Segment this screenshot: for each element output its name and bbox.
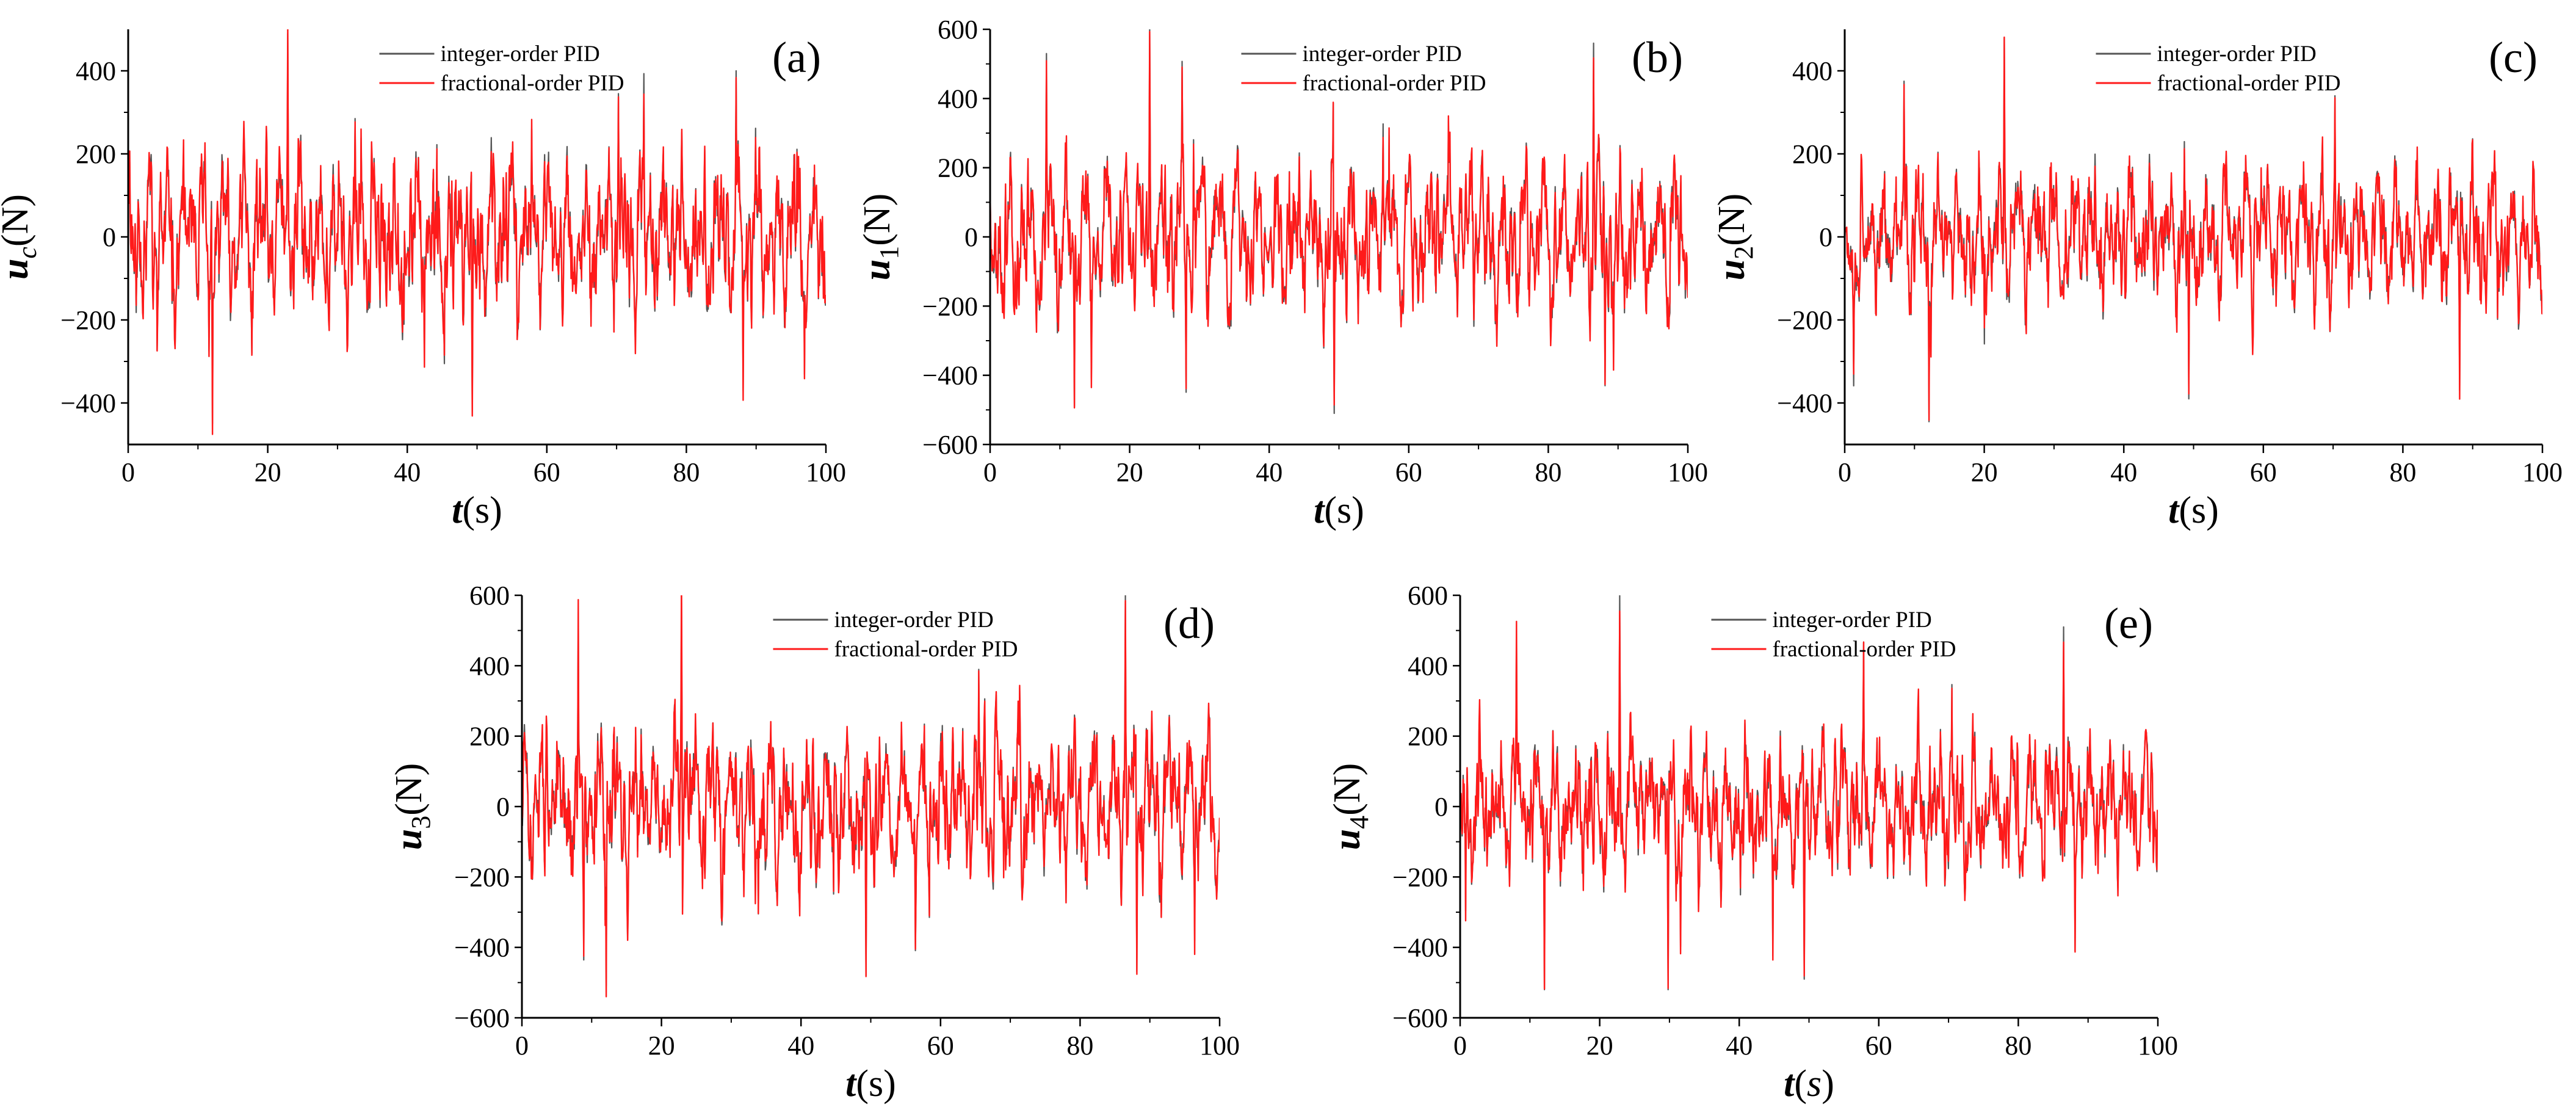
y-axis-label: u4(N) (1326, 763, 1374, 851)
series-line-fractional-order (522, 595, 1220, 998)
y-tick-label: 400 (76, 56, 116, 86)
panel-label: (d) (1163, 599, 1215, 648)
y-tick-label: 200 (469, 722, 510, 752)
chart-panel-4: −600 −400 −200 0 200 400 600 0 20 40 60 80 100 t(s) u3… (388, 581, 1240, 1105)
x-tick-label: 40 (394, 457, 421, 487)
x-tick-label: 100 (1199, 1031, 1240, 1061)
chart-panel-3: −400 −200 0 200 400 0 20 40 60 80 100 t(s) u2(N) (c) i… (1711, 29, 2563, 531)
x-tick-label: 20 (1971, 457, 1998, 487)
panel-label: (a) (772, 33, 821, 82)
series-line-fractional-order (1460, 610, 2158, 990)
y-axis-label: uc(N) (0, 194, 42, 280)
y-tick-label: 400 (1792, 56, 1833, 86)
x-tick-label: 20 (255, 457, 281, 487)
x-tick-label: 0 (1453, 1031, 1467, 1061)
legend-label-integer-order: integer-order PID (1772, 608, 1931, 633)
y-tick-label: −200 (454, 862, 510, 892)
x-tick-label: 80 (2389, 457, 2416, 487)
x-tick-label: 100 (2138, 1031, 2178, 1061)
x-tick-label: 40 (1256, 457, 1283, 487)
x-tick-label: 40 (787, 1031, 814, 1061)
y-tick-label: −200 (1392, 862, 1448, 892)
y-axis-label: u3(N) (388, 763, 436, 851)
x-tick-label: 60 (534, 457, 560, 487)
legend-label-integer-order: integer-order PID (2157, 42, 2316, 67)
x-axis-label: t(s) (845, 1063, 896, 1105)
x-tick-label: 100 (2522, 457, 2563, 487)
y-axis-label: u1(N) (856, 194, 904, 281)
y-tick-label: −600 (922, 430, 978, 460)
x-tick-label: 60 (1395, 457, 1422, 487)
y-tick-label: 400 (469, 651, 510, 681)
x-axis-label: t(s) (1784, 1063, 1834, 1105)
x-tick-label: 60 (927, 1031, 954, 1061)
y-tick-label: 200 (1408, 722, 1448, 752)
legend-label-integer-order: integer-order PID (1302, 42, 1461, 67)
y-tick-label: −400 (1777, 388, 1833, 418)
panel-label: (b) (1632, 33, 1683, 82)
x-tick-label: 0 (983, 457, 997, 487)
x-tick-label: 40 (1726, 1031, 1753, 1061)
y-tick-label: −600 (454, 1003, 510, 1033)
x-tick-label: 60 (1865, 1031, 1892, 1061)
y-tick-label: −400 (454, 933, 510, 963)
y-tick-label: 200 (1792, 139, 1833, 169)
legend-label-fractional-order: fractional-order PID (1302, 71, 1486, 96)
legend-label-integer-order: integer-order PID (440, 42, 599, 67)
x-tick-label: 100 (806, 457, 846, 487)
x-tick-label: 80 (1066, 1031, 1093, 1061)
chart-panel-1: −400 −200 0 200 400 0 20 40 60 80 100 t(s) uc(N) (a) i… (0, 29, 846, 531)
y-tick-label: 600 (469, 581, 510, 611)
x-tick-label: 0 (121, 457, 135, 487)
legend-label-fractional-order: fractional-order PID (440, 71, 624, 96)
y-tick-label: −400 (922, 361, 978, 391)
chart-panel-2: −600 −400 −200 0 200 400 600 0 20 40 60 80 100 t(s) u1… (856, 15, 1708, 531)
y-tick-label: 400 (938, 84, 978, 114)
y-tick-label: −400 (1392, 933, 1448, 963)
y-tick-label: −200 (922, 291, 978, 321)
legend-label-integer-order: integer-order PID (834, 608, 993, 633)
y-axis-label: u2(N) (1711, 194, 1759, 281)
y-tick-label: 200 (938, 153, 978, 183)
y-tick-label: 400 (1408, 651, 1448, 681)
panel-label: (c) (2489, 33, 2538, 82)
legend-label-fractional-order: fractional-order PID (1772, 637, 1956, 662)
legend-label-fractional-order: fractional-order PID (2157, 71, 2340, 96)
y-tick-label: 0 (1435, 792, 1448, 822)
panel-label: (e) (2104, 599, 2153, 648)
x-tick-label: 20 (648, 1031, 675, 1061)
y-tick-label: 600 (938, 15, 978, 45)
y-tick-label: 0 (1819, 222, 1833, 252)
legend-label-fractional-order: fractional-order PID (834, 637, 1018, 662)
y-tick-label: −600 (1392, 1003, 1448, 1033)
chart-panel-5: −600 −400 −200 0 200 400 600 0 20 40 60 80 100 t(s) u4… (1326, 581, 2178, 1105)
x-tick-label: 0 (515, 1031, 529, 1061)
y-tick-label: 600 (1408, 581, 1448, 611)
series-line-fractional-order (128, 29, 826, 435)
x-tick-label: 20 (1116, 457, 1143, 487)
y-tick-label: 200 (76, 139, 116, 169)
x-axis-label: t(s) (452, 490, 502, 531)
series-line-fractional-order (990, 31, 1688, 409)
y-tick-label: 0 (496, 792, 510, 822)
y-tick-label: −200 (60, 305, 116, 335)
x-tick-label: 20 (1586, 1031, 1613, 1061)
x-tick-label: 0 (1838, 457, 1851, 487)
x-tick-label: 80 (2005, 1031, 2031, 1061)
y-tick-label: 0 (964, 222, 978, 252)
x-tick-label: 60 (2250, 457, 2277, 487)
series-line-fractional-order (1845, 36, 2542, 421)
x-tick-label: 80 (1535, 457, 1561, 487)
x-tick-label: 80 (673, 457, 700, 487)
y-tick-label: −200 (1777, 305, 1833, 335)
y-tick-label: 0 (103, 222, 116, 252)
x-tick-label: 40 (2110, 457, 2137, 487)
y-tick-label: −400 (60, 388, 116, 418)
x-tick-label: 100 (1668, 457, 1708, 487)
x-axis-label: t(s) (2168, 490, 2219, 531)
x-axis-label: t(s) (1314, 490, 1364, 531)
